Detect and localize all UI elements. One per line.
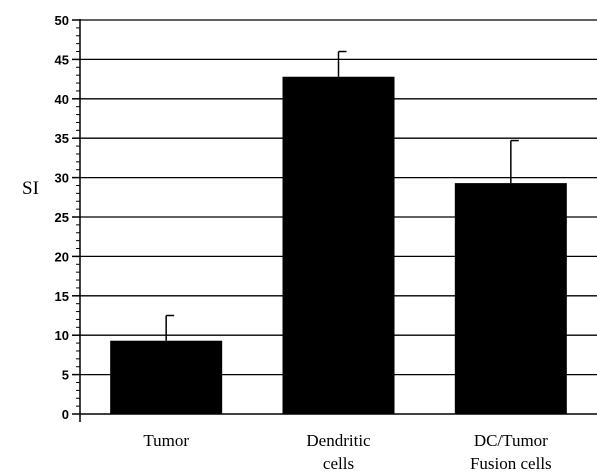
y-axis-title: SI <box>22 178 39 199</box>
y-tick-label: 15 <box>55 289 69 304</box>
bar <box>454 183 567 414</box>
x-category-label: Fusion cells <box>470 454 552 473</box>
bars <box>110 50 567 415</box>
y-tick-label: 10 <box>55 328 69 343</box>
x-category-label: cells <box>323 454 354 473</box>
y-tick-label: 5 <box>62 368 69 383</box>
y-tick-label: 45 <box>55 52 69 67</box>
x-category-label: Tumor <box>143 431 189 450</box>
bar <box>110 340 223 414</box>
x-category-label: Dendritic <box>306 431 371 450</box>
y-tick-label: 30 <box>55 171 69 186</box>
y-tick-label: 50 <box>55 13 69 28</box>
y-tick-label: 0 <box>62 407 69 422</box>
bar <box>282 76 395 415</box>
y-tick-label: 35 <box>55 131 69 146</box>
y-tick-label: 25 <box>55 210 69 225</box>
axes <box>72 19 597 422</box>
x-category-label: DC/Tumor <box>474 431 548 450</box>
y-tick-label: 40 <box>55 92 69 107</box>
labels: 0 5 10 15 20 25 30 35 40 45 50 Tumor Dendritic cells D… <box>55 13 552 473</box>
y-tick-label: 20 <box>55 249 69 264</box>
